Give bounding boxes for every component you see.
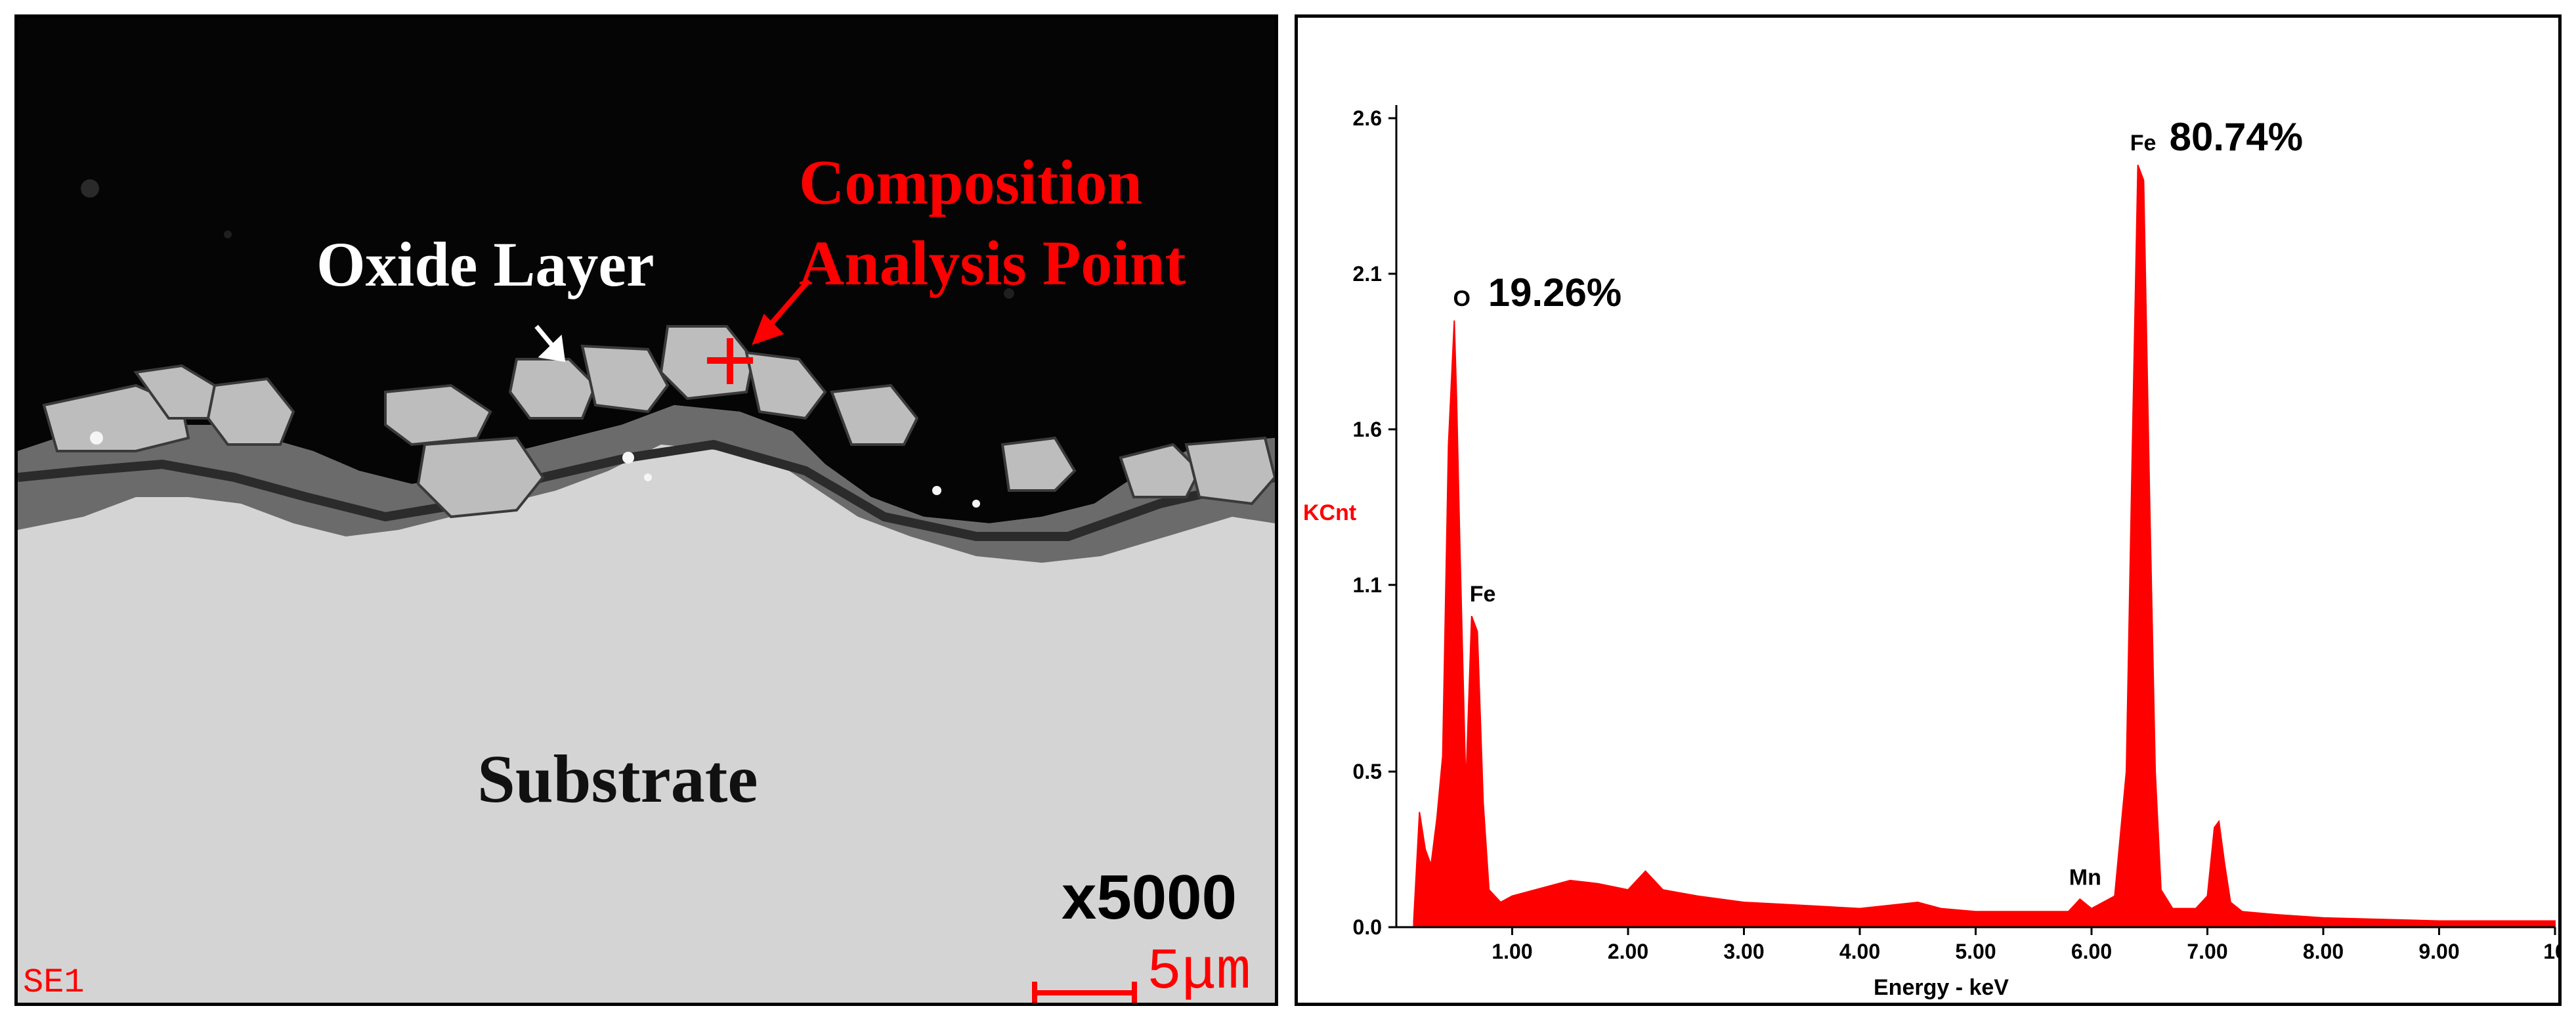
x-tick-label: 7.00 — [2187, 940, 2227, 963]
x-tick-label: 10 — [2543, 940, 2558, 963]
spectrum-area — [1413, 164, 2556, 928]
x-tick-label: 4.00 — [1839, 940, 1880, 963]
sem-image-art — [18, 18, 1275, 1003]
y-tick-label: 1.1 — [1353, 573, 1382, 597]
peak-percent-label: 19.26% — [1488, 271, 1622, 315]
substrate-label: Substrate — [477, 741, 758, 817]
y-axis-label: KCnt — [1303, 500, 1356, 525]
analysis-point-label: Analysis Point — [799, 228, 1186, 298]
y-tick-label: 2.1 — [1353, 262, 1382, 286]
y-tick-label: 0.5 — [1353, 760, 1382, 783]
composition-label: Composition — [799, 147, 1142, 217]
x-tick-label: 5.00 — [1955, 940, 1996, 963]
peak-element-label: Mn — [2069, 865, 2101, 890]
peak-element-label: O — [1453, 286, 1470, 311]
x-tick-label: 6.00 — [2071, 940, 2112, 963]
scale-bar-label: 5μm — [1147, 940, 1251, 1005]
y-tick-label: 2.6 — [1353, 106, 1382, 130]
peak-percent-label: 80.74% — [2170, 115, 2304, 159]
y-tick-label: 1.6 — [1353, 418, 1382, 441]
x-tick-label: 2.00 — [1608, 940, 1648, 963]
eds-plot: 0.0 0.5 1.1 1.6 2.1 2.6 1.00 2.00 3.00 4.00 5.00 6.… — [1303, 105, 2558, 1000]
analysis-arrow — [752, 278, 811, 345]
x-tick-label: 8.00 — [2303, 940, 2344, 963]
scale-bar — [1032, 982, 1137, 1003]
x-tick-label: 1.00 — [1492, 940, 1532, 963]
oxide-layer-label: Oxide Layer — [316, 229, 655, 299]
x-axis-label: Energy - keV — [1874, 975, 2009, 1000]
x-tick-label: 9.00 — [2418, 940, 2459, 963]
x-tick-label: 3.00 — [1723, 940, 1764, 963]
detector-label: SE1 — [23, 963, 85, 1002]
magnification-label: x5000 — [1062, 862, 1237, 932]
peak-element-label: Fe — [1470, 582, 1496, 607]
sem-micrograph: Oxide Layer Composition Analysis Point S… — [14, 14, 1278, 1006]
y-tick-label: 0.0 — [1353, 915, 1382, 939]
oxide-arrow — [534, 324, 566, 362]
eds-spectrum-chart: 0.0 0.5 1.1 1.6 2.1 2.6 1.00 2.00 3.00 4.00 5.00 6.… — [1295, 14, 2562, 1006]
peak-element-label: Fe — [2130, 131, 2157, 156]
analysis-point-marker — [707, 338, 753, 384]
